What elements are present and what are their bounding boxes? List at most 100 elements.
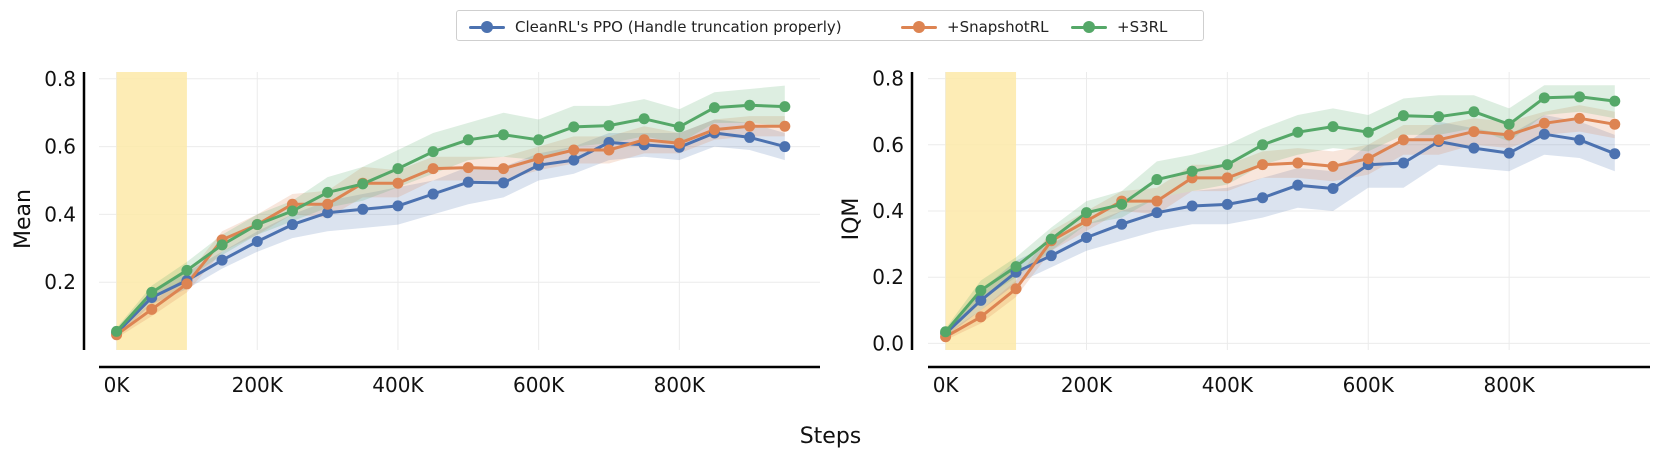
iqm-y-tick-label-3: 0.6 — [872, 133, 904, 157]
iqm-point-ppo-5 — [1116, 218, 1128, 230]
iqm-point-s3rl-9 — [1257, 139, 1269, 151]
iqm-y-tick-label-0: 0.0 — [872, 331, 904, 355]
mean-point-snapshotrl-13 — [568, 144, 580, 156]
iqm-point-s3rl-0 — [940, 326, 952, 338]
iqm-point-ppo-1 — [975, 294, 987, 306]
iqm-point-snapshotrl-2 — [1010, 283, 1022, 295]
mean-point-s3rl-9 — [427, 146, 439, 158]
iqm-chart: 0.0 0.2 0.4 0.6 0.8 0K 200K 400K 600K 800K IQM — [839, 67, 1650, 397]
mean-y-tick-label-3: 0.8 — [44, 67, 76, 91]
iqm-point-s3rl-19 — [1609, 95, 1621, 107]
iqm-x-tick-label-3: 600K — [1343, 373, 1395, 397]
iqm-point-ppo-15 — [1468, 142, 1480, 154]
mean-point-s3rl-10 — [462, 134, 474, 146]
mean-point-s3rl-13 — [568, 121, 580, 133]
mean-point-snapshotrl-16 — [673, 137, 685, 149]
iqm-point-s3rl-3 — [1045, 233, 1057, 245]
mean-point-ppo-10 — [462, 176, 474, 188]
mean-x-tick-label-1: 200K — [232, 373, 284, 397]
iqm-x-tick-label-2: 400K — [1202, 373, 1254, 397]
mean-point-snapshotrl-10 — [462, 162, 474, 174]
mean-point-snapshotrl-12 — [533, 152, 545, 164]
mean-point-s3rl-11 — [497, 129, 509, 141]
iqm-point-snapshotrl-9 — [1257, 159, 1269, 171]
iqm-band-snapshotrl — [945, 105, 1615, 341]
mean-point-s3rl-3 — [216, 239, 228, 251]
iqm-point-s3rl-8 — [1221, 159, 1233, 171]
iqm-point-snapshotrl-19 — [1609, 118, 1621, 130]
mean-point-ppo-6 — [322, 207, 334, 219]
mean-point-snapshotrl-2 — [181, 278, 193, 290]
mean-point-s3rl-12 — [533, 134, 545, 146]
iqm-point-snapshotrl-14 — [1433, 134, 1445, 146]
legend-swatch-snapshotrl — [901, 19, 937, 35]
iqm-x-tick-label-4: 800K — [1483, 373, 1535, 397]
iqm-point-s3rl-7 — [1186, 165, 1198, 177]
mean-chart: 0.2 0.4 0.6 0.8 0K 200K 400K 600K 800K Mean — [11, 67, 820, 397]
iqm-line-snapshotrl — [944, 116, 1616, 339]
legend-label-s3rl: +S3RL — [1117, 17, 1168, 36]
iqm-point-snapshotrl-6 — [1151, 195, 1163, 207]
iqm-line-s3rl — [944, 95, 1615, 333]
mean-point-snapshotrl-6 — [322, 198, 334, 210]
mean-point-ppo-18 — [744, 131, 756, 143]
iqm-point-ppo-18 — [1574, 134, 1586, 146]
mean-point-s3rl-1 — [146, 286, 158, 298]
mean-y-tick-label-1: 0.4 — [44, 202, 76, 226]
mean-point-s3rl-4 — [251, 219, 263, 231]
iqm-point-snapshotrl-10 — [1292, 157, 1304, 169]
x-axis-label: Steps — [799, 424, 862, 449]
iqm-point-snapshotrl-8 — [1221, 172, 1233, 184]
legend-label-ppo: CleanRL's PPO (Handle truncation properl… — [515, 17, 842, 36]
iqm-point-snapshotrl-4 — [1080, 215, 1092, 227]
iqm-point-snapshotrl-15 — [1468, 126, 1480, 138]
iqm-point-s3rl-13 — [1397, 110, 1409, 122]
mean-point-ppo-9 — [427, 188, 439, 200]
iqm-point-snapshotrl-13 — [1397, 134, 1409, 146]
mean-point-s3rl-5 — [286, 205, 298, 217]
legend-label-snapshotrl: +SnapshotRL — [947, 17, 1049, 36]
mean-point-snapshotrl-8 — [392, 177, 404, 189]
mean-point-snapshotrl-11 — [497, 163, 509, 175]
iqm-point-s3rl-6 — [1151, 174, 1163, 186]
iqm-line-ppo — [944, 132, 1616, 335]
iqm-point-snapshotrl-1 — [975, 311, 987, 323]
iqm-point-ppo-7 — [1186, 200, 1198, 212]
legend: CleanRL's PPO (Handle truncation properl… — [456, 10, 1204, 41]
legend-item-snapshotrl: +SnapshotRL — [901, 11, 1048, 42]
mean-x-tick-label-0: 0K — [104, 373, 131, 397]
iqm-point-ppo-17 — [1538, 128, 1550, 140]
mean-point-snapshotrl-19 — [779, 120, 791, 132]
iqm-point-ppo-9 — [1257, 192, 1269, 204]
iqm-point-s3rl-12 — [1362, 126, 1374, 138]
iqm-point-snapshotrl-16 — [1503, 129, 1515, 141]
mean-point-ppo-4 — [251, 236, 263, 248]
mean-point-s3rl-0 — [111, 325, 123, 337]
iqm-point-ppo-10 — [1292, 179, 1304, 191]
mean-x-tick-label-2: 400K — [372, 373, 424, 397]
mean-point-s3rl-19 — [779, 101, 791, 113]
iqm-point-s3rl-11 — [1327, 121, 1339, 133]
mean-point-snapshotrl-18 — [744, 120, 756, 132]
iqm-point-snapshotrl-11 — [1327, 160, 1339, 172]
iqm-point-s3rl-18 — [1574, 91, 1586, 103]
mean-point-snapshotrl-9 — [427, 163, 439, 175]
iqm-point-ppo-13 — [1397, 157, 1409, 169]
iqm-point-ppo-3 — [1045, 250, 1057, 262]
iqm-point-snapshotrl-18 — [1574, 112, 1586, 124]
mean-point-ppo-8 — [392, 200, 404, 212]
legend-item-ppo: CleanRL's PPO (Handle truncation properl… — [469, 11, 842, 42]
iqm-y-tick-label-2: 0.4 — [872, 199, 904, 223]
legend-swatch-s3rl — [1071, 19, 1107, 35]
mean-point-s3rl-8 — [392, 163, 404, 175]
mean-line-s3rl — [115, 103, 785, 333]
mean-point-s3rl-17 — [708, 102, 720, 114]
mean-point-snapshotrl-14 — [603, 144, 615, 156]
mean-y-axis-label: Mean — [11, 189, 36, 249]
iqm-x-tick-label-0: 0K — [933, 373, 960, 397]
legend-item-s3rl: +S3RL — [1071, 11, 1167, 42]
iqm-point-ppo-11 — [1327, 182, 1339, 194]
mean-point-ppo-13 — [568, 154, 580, 166]
mean-point-ppo-3 — [216, 254, 228, 266]
